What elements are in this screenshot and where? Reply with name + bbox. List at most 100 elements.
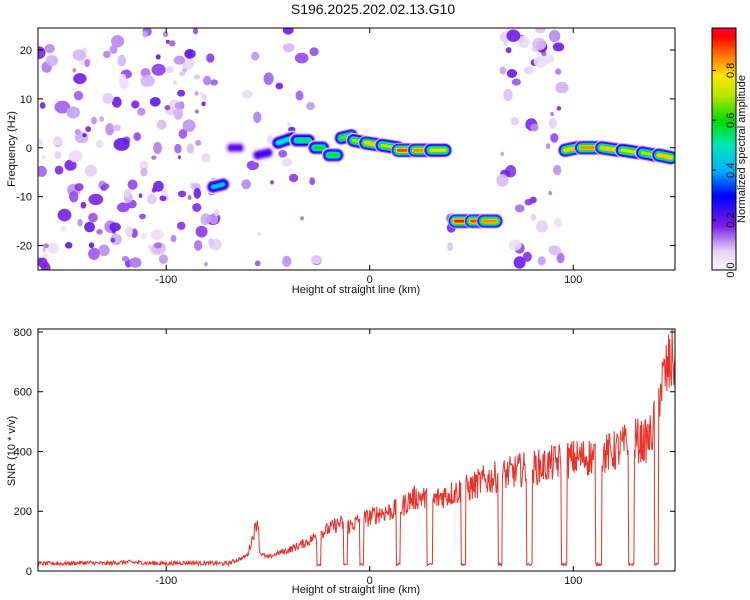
noise-blob (38, 46, 46, 60)
colorbar-step (712, 52, 736, 55)
colorbar-step (712, 104, 736, 108)
colorbar-step (712, 151, 736, 154)
colorbar-step (712, 114, 736, 118)
noise-blob (73, 90, 84, 101)
noise-blob (111, 96, 122, 108)
noise-blob (42, 247, 46, 253)
noise-blob (210, 79, 219, 86)
noise-blob (214, 209, 220, 217)
noise-blob (54, 100, 71, 114)
colorbar-step (712, 153, 736, 156)
snr-y-tick-label: 600 (14, 387, 32, 399)
noise-blob (447, 242, 454, 251)
noise-blob (310, 254, 323, 265)
noise-blob (535, 28, 546, 34)
colorbar-step (712, 94, 736, 98)
noise-blob (88, 193, 104, 206)
noise-blob (241, 179, 251, 190)
noise-blob (508, 239, 522, 251)
noise-blob (84, 164, 98, 177)
colorbar-step (712, 255, 736, 259)
colorbar-step (712, 187, 736, 190)
colorbar-step (712, 167, 736, 170)
colorbar-step (712, 98, 736, 102)
noise-blob (142, 30, 148, 38)
noise-blob (52, 136, 63, 146)
noise-blob (84, 59, 91, 68)
noise-blob (208, 238, 214, 246)
noise-blob (105, 123, 115, 136)
colorbar-step (712, 58, 736, 61)
noise-blob (193, 187, 202, 199)
noise-blob (282, 43, 295, 53)
snr-canvas (38, 329, 675, 571)
noise-blob (153, 141, 162, 155)
noise-blob (182, 119, 196, 132)
noise-blob (109, 222, 121, 232)
noise-blob (548, 29, 561, 43)
noise-blob (131, 100, 140, 109)
noise-blob (125, 198, 130, 203)
snr-y-tick-label: 200 (14, 506, 32, 518)
noise-blob (536, 220, 548, 233)
colorbar-step (712, 193, 736, 196)
colorbar-step (712, 128, 736, 132)
noise-blob (523, 66, 534, 75)
snr-x-tick-label: 0 (367, 575, 373, 587)
spectrogram-y-tick-label: 20 (20, 45, 32, 57)
noise-blob (47, 242, 60, 254)
colorbar-step (712, 28, 736, 31)
noise-blob (147, 244, 153, 250)
noise-blob (161, 188, 168, 197)
noise-blob (263, 72, 274, 85)
colorbar-tick-label: 0.2 (725, 212, 737, 227)
noise-blob (556, 252, 565, 264)
noise-blob (546, 143, 551, 150)
noise-blob (153, 180, 164, 192)
colorbar-step (712, 124, 736, 128)
colorbar-frame (711, 27, 737, 271)
colorbar-step (712, 237, 736, 241)
spectrogram-x-axis-label: Height of straight line (km) (292, 284, 420, 296)
noise-blob (73, 73, 87, 85)
spectral-track (657, 153, 673, 160)
colorbar-step (712, 60, 736, 63)
colorbar-tick-label: 0.8 (725, 63, 737, 78)
noise-blob (54, 165, 64, 175)
snr-series-line (38, 329, 675, 568)
noise-blob (41, 154, 46, 160)
noise-blob (206, 53, 215, 63)
snr-y-tick-label: 400 (14, 446, 32, 458)
colorbar-tick-label: 0.6 (725, 113, 737, 128)
noise-blob (113, 137, 130, 151)
noise-blob (309, 47, 319, 56)
noise-blob (506, 29, 521, 42)
noise-blob (532, 37, 547, 51)
noise-blob (151, 63, 166, 76)
noise-blob (150, 229, 164, 240)
colorbar-step (712, 136, 736, 140)
noise-blob (149, 97, 161, 107)
noise-blob (200, 213, 211, 226)
noise-blob (43, 243, 49, 249)
noise-blob (165, 66, 174, 74)
noise-blob (60, 225, 67, 232)
colorbar-step (712, 88, 736, 92)
noise-blob (123, 188, 132, 198)
colorbar-step (712, 42, 736, 45)
colorbar-step (712, 36, 736, 39)
noise-blob (256, 231, 262, 236)
colorbar-step (712, 134, 736, 138)
colorbar-tick-label: 0.0 (725, 262, 737, 277)
colorbar-step (712, 84, 736, 88)
noise-blob (503, 88, 513, 102)
colorbar-step (712, 259, 736, 263)
noise-blob (74, 183, 84, 192)
colorbar-step (712, 185, 736, 188)
noise-blob (112, 124, 121, 131)
colorbar-step (712, 229, 736, 233)
noise-blob (499, 66, 507, 75)
noise-blob (295, 90, 304, 101)
colorbar-step (712, 46, 736, 49)
